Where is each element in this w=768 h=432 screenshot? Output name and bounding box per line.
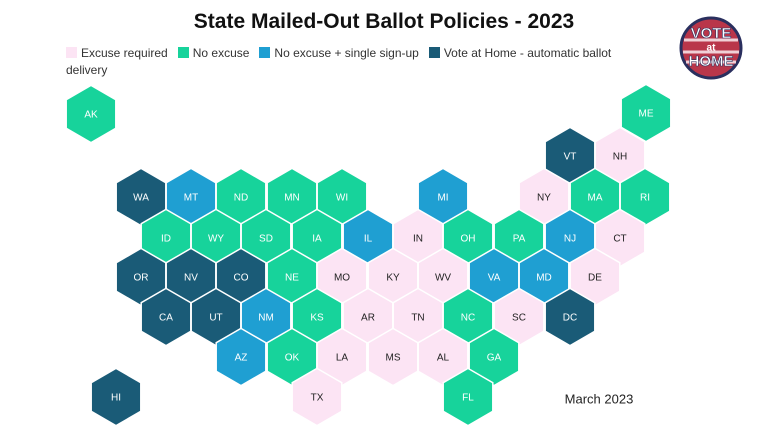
state-label: IA	[312, 234, 322, 245]
state-label: AL	[437, 353, 450, 364]
state-hex	[620, 83, 672, 143]
state-label: NC	[461, 313, 475, 324]
state-label: OR	[134, 273, 149, 284]
state-label: CO	[234, 273, 249, 284]
legend-label: Vote at Home - automatic ballot delivery	[66, 46, 612, 77]
state-label: NE	[285, 273, 299, 284]
state-label: DC	[563, 313, 577, 324]
state-label: CT	[613, 234, 626, 245]
legend-swatch	[428, 47, 440, 58]
state: ME	[620, 83, 672, 143]
state-label: ID	[161, 234, 171, 245]
state: DC	[544, 287, 596, 347]
state-label: DE	[588, 273, 602, 284]
state-hex	[544, 287, 596, 347]
state-label: TN	[411, 313, 424, 324]
state-label: NH	[613, 152, 627, 163]
state-label: IL	[364, 234, 373, 245]
state-label: WY	[208, 234, 224, 245]
legend-item: No excuse + single sign-up	[259, 46, 419, 60]
state-label: MS	[386, 353, 401, 364]
state: FL	[442, 367, 494, 427]
state-label: LA	[336, 353, 349, 364]
legend-swatch	[66, 47, 77, 58]
state-label: AZ	[235, 353, 248, 364]
state-label: GA	[487, 353, 502, 364]
logo-text: VOTE	[691, 25, 732, 42]
state-hex	[65, 84, 117, 144]
note: March 2023	[565, 391, 634, 406]
state-label: CA	[159, 313, 173, 324]
state-label: WI	[336, 193, 348, 204]
state-label: MA	[588, 193, 603, 204]
state-label: VT	[564, 152, 577, 163]
state-label: MI	[437, 193, 448, 204]
logo-text: HOME	[689, 53, 734, 70]
state-label: PA	[513, 234, 526, 245]
state-label: MD	[536, 273, 552, 284]
legend: Excuse required No excuse No excuse + sing…	[66, 45, 646, 79]
logo-text: at	[707, 43, 717, 54]
state-hex	[468, 327, 520, 387]
state-hex	[90, 367, 142, 427]
state-label: MO	[334, 273, 350, 284]
state: AZ	[215, 327, 267, 387]
legend-label: No excuse	[192, 46, 250, 60]
state-label: HI	[111, 393, 121, 404]
legend-swatch	[177, 47, 189, 58]
state: AK	[65, 84, 117, 144]
state-label: TX	[311, 393, 324, 404]
state-label: ND	[234, 193, 248, 204]
logo: VOTE at HOME	[679, 16, 743, 80]
state-label: ME	[639, 109, 654, 120]
state: TX	[291, 367, 343, 427]
legend-label: No excuse + single sign-up	[274, 46, 419, 60]
state-label: MT	[184, 193, 198, 204]
state-label: OK	[285, 353, 300, 364]
state-hex	[215, 327, 267, 387]
legend-swatch	[259, 47, 271, 58]
state-label: UT	[209, 313, 222, 324]
state-label: NJ	[564, 234, 576, 245]
state-label: VA	[488, 273, 501, 284]
logo-stripes	[683, 38, 739, 64]
legend-label: Excuse required	[81, 46, 168, 60]
title: State Mailed-Out Ballot Policies - 2023	[193, 10, 575, 33]
state-hex	[442, 367, 494, 427]
state-label: KY	[386, 273, 400, 284]
state-label: OH	[461, 234, 476, 245]
state-label: WA	[133, 193, 149, 204]
state: HI	[90, 367, 142, 427]
state-label: SC	[512, 313, 526, 324]
state-label: FL	[462, 393, 474, 404]
state-label: WV	[435, 273, 451, 284]
state-label: KS	[310, 313, 324, 324]
legend-item: Excuse required	[66, 46, 168, 60]
state-label: NV	[184, 273, 198, 284]
state-label: NY	[537, 193, 551, 204]
legend-item: No excuse	[177, 46, 250, 60]
state-label: MN	[284, 193, 300, 204]
state-label: IN	[413, 234, 423, 245]
state-hex	[291, 367, 343, 427]
state-label: RI	[640, 193, 650, 204]
state: GA	[468, 327, 520, 387]
state-label: NM	[258, 313, 274, 324]
state-label: AK	[84, 110, 98, 121]
legend-item: Vote at Home - automatic ballot delivery	[66, 46, 611, 77]
state-label: SD	[259, 234, 273, 245]
state-label: AR	[361, 313, 375, 324]
